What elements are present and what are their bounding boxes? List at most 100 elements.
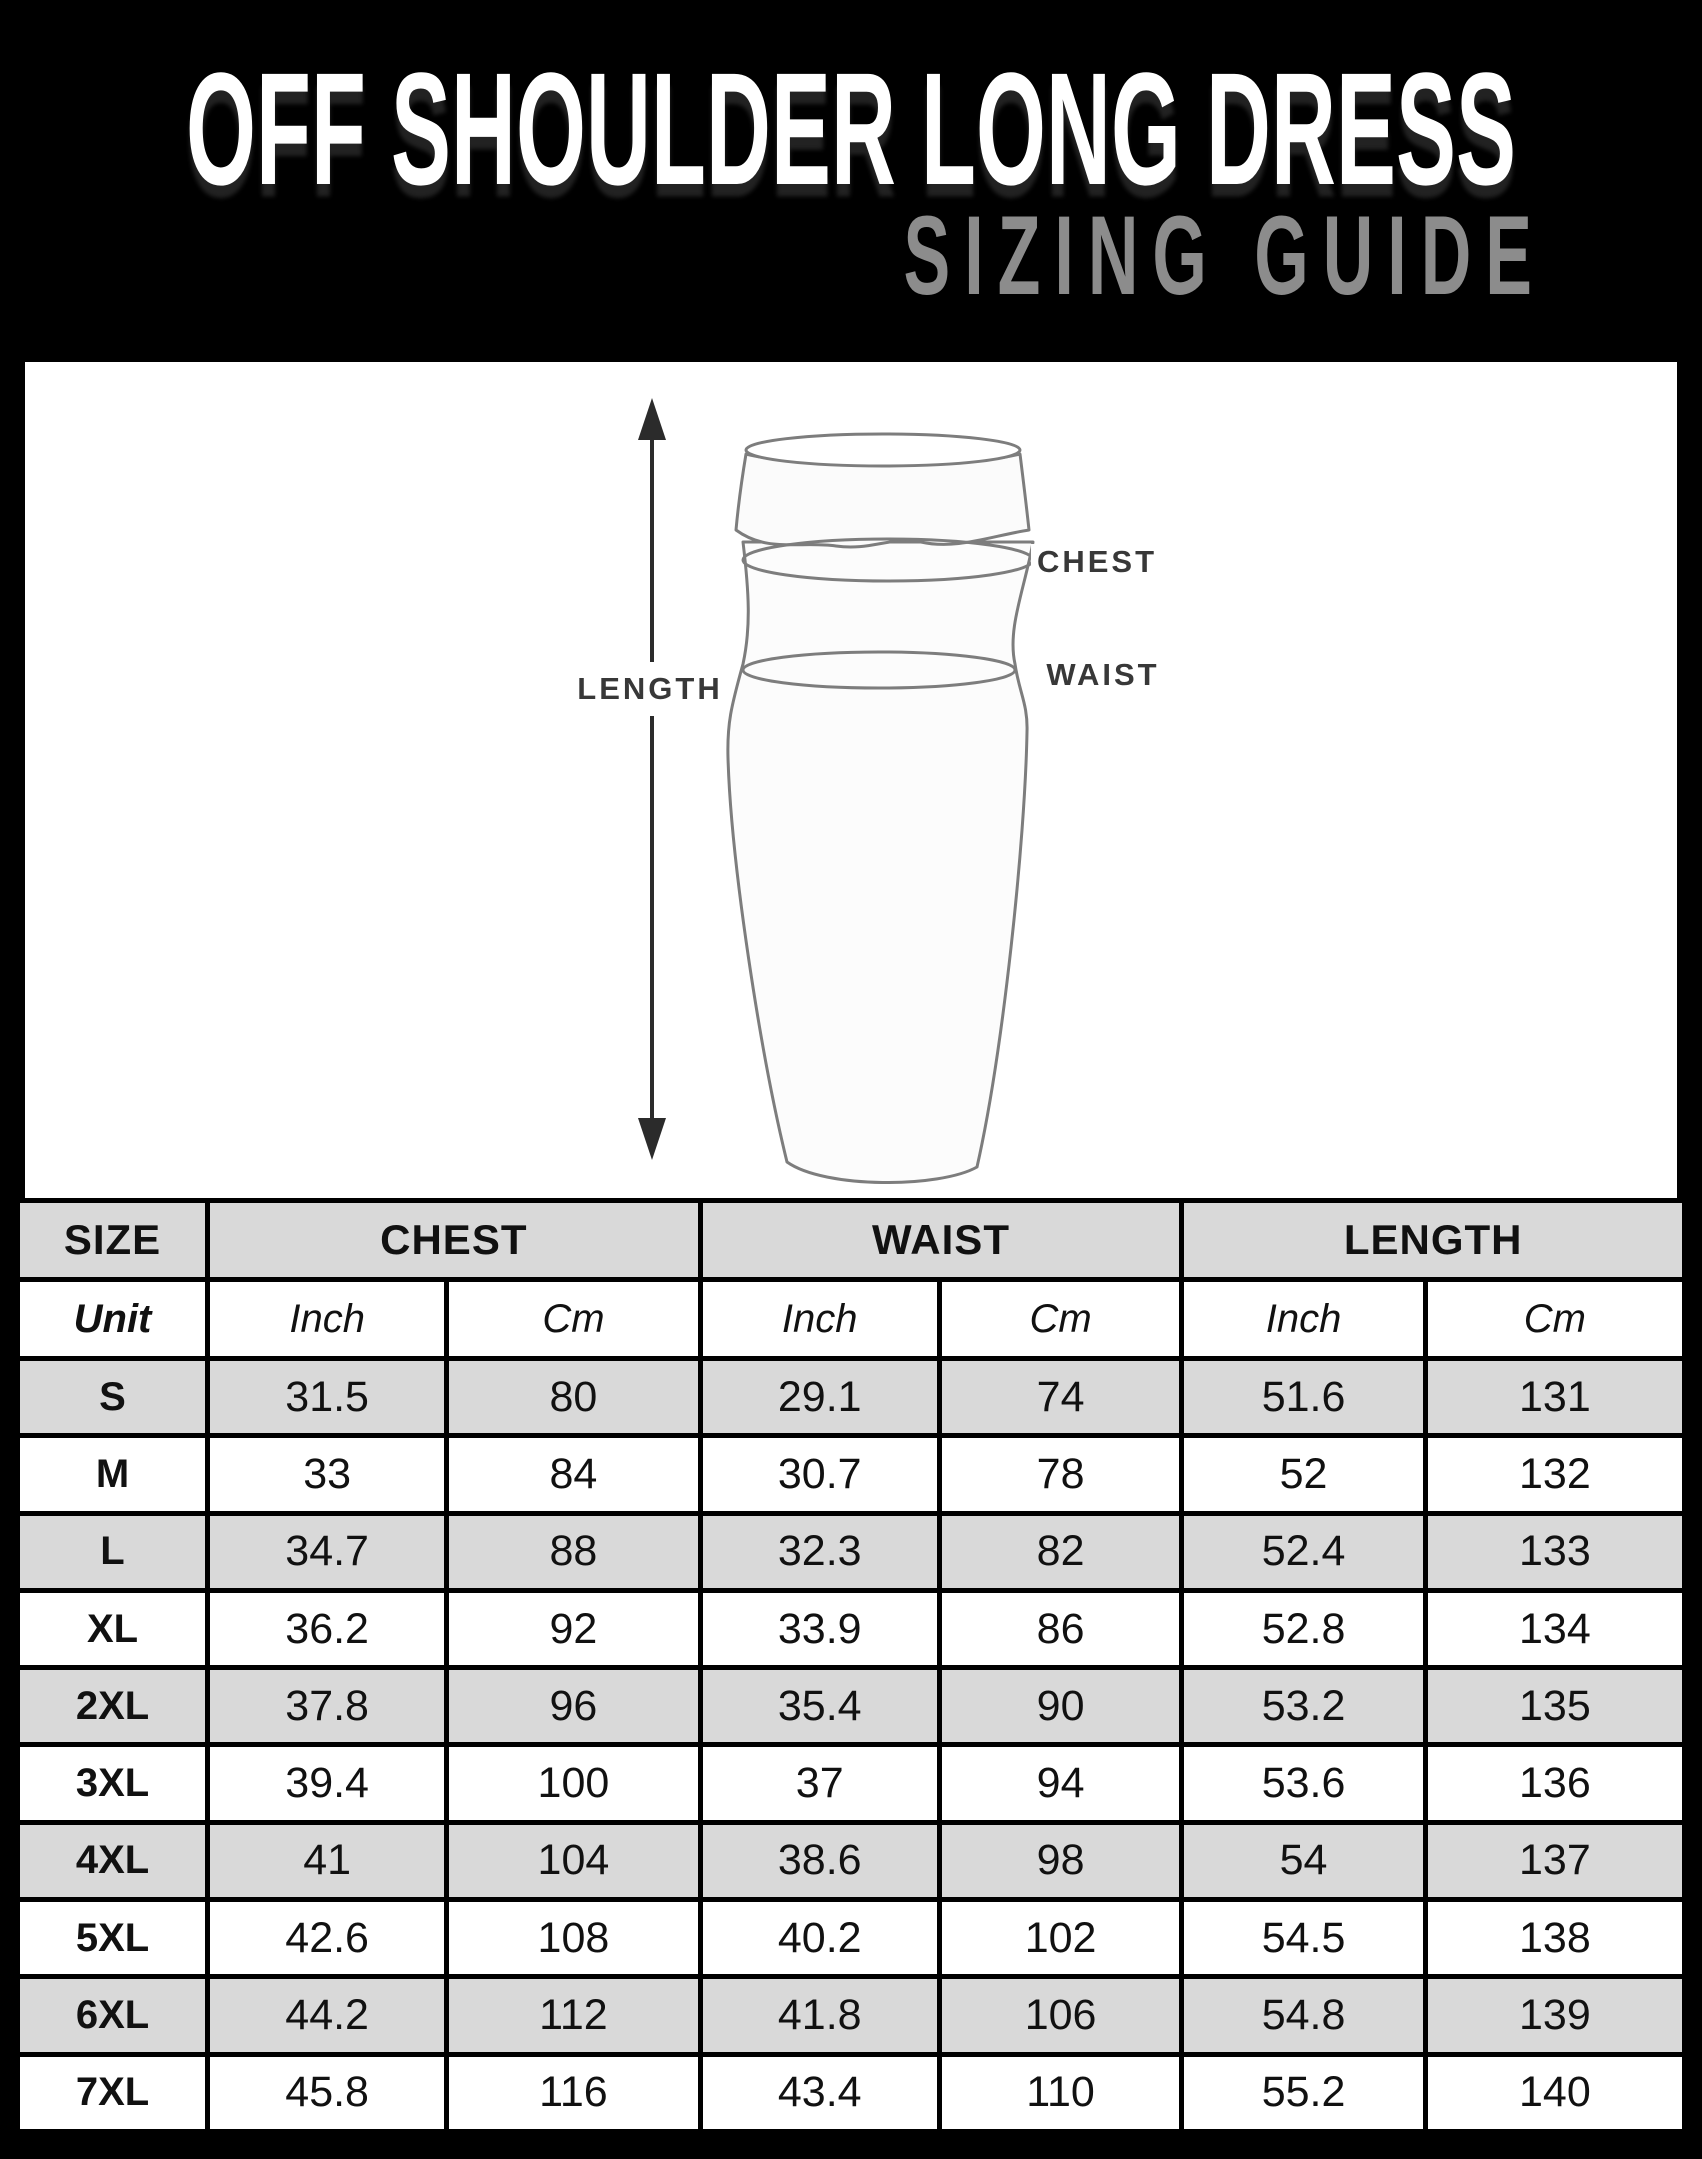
- dress-illustration: [638, 398, 1035, 1185]
- measurement-cell: 104: [444, 1819, 703, 1903]
- measurement-cell: 132: [1422, 1433, 1688, 1516]
- dress-body-shape: [726, 540, 1035, 1185]
- size-cell: 4XL: [14, 1819, 211, 1903]
- group-header-size: SIZE: [14, 1198, 211, 1282]
- unit-cell: Inch: [1179, 1277, 1428, 1361]
- measurement-cell: 33.9: [697, 1587, 942, 1671]
- unit-cell: Cm: [936, 1277, 1185, 1361]
- measurement-cell: 102: [936, 1897, 1185, 1980]
- measurement-cell: 45.8: [205, 2051, 450, 2135]
- measurement-cell: 106: [936, 1974, 1185, 2057]
- subtitle-row: SIZING GUIDE: [0, 197, 1532, 314]
- measurement-cell: 37: [697, 1742, 942, 1825]
- measurement-cell: 134: [1422, 1587, 1688, 1671]
- measurement-cell: 80: [444, 1355, 703, 1439]
- measurement-cell: 32.3: [697, 1510, 942, 1593]
- measurement-cell: 110: [936, 2051, 1185, 2135]
- measurement-cell: 78: [936, 1433, 1185, 1516]
- unit-row-label: Unit: [14, 1277, 211, 1361]
- measurement-cell: 133: [1422, 1510, 1688, 1593]
- unit-cell: Cm: [444, 1277, 703, 1361]
- arrowhead-up: [638, 398, 666, 440]
- measurement-cell: 52: [1179, 1433, 1428, 1516]
- measurement-cell: 42.6: [205, 1897, 450, 1980]
- measurement-cell: 35.4: [697, 1665, 942, 1748]
- neckline-ellipse: [744, 432, 1022, 468]
- size-row-xl: XL 36.2 92 33.9 86 52.8 134: [14, 1587, 1688, 1671]
- size-row-6xl: 6XL 44.2 112 41.8 106 54.8 139: [14, 1974, 1688, 2057]
- length-arrow: [638, 398, 666, 1160]
- size-cell: 2XL: [14, 1665, 211, 1748]
- measurement-cell: 131: [1422, 1355, 1688, 1439]
- size-cell: S: [14, 1355, 211, 1439]
- measurement-cell: 96: [444, 1665, 703, 1748]
- measurement-cell: 53.2: [1179, 1665, 1428, 1748]
- measurement-cell: 74: [936, 1355, 1185, 1439]
- measurement-cell: 41.8: [697, 1974, 942, 2057]
- measurement-cell: 53.6: [1179, 1742, 1428, 1825]
- size-cell: M: [14, 1433, 211, 1516]
- size-cell: XL: [14, 1587, 211, 1671]
- size-row-3xl: 3XL 39.4 100 37 94 53.6 136: [14, 1742, 1688, 1825]
- measurement-cell: 90: [936, 1665, 1185, 1748]
- measurement-cell: 52.4: [1179, 1510, 1428, 1593]
- size-row-7xl: 7XL 45.8 116 43.4 110 55.2 140: [14, 2051, 1688, 2135]
- measurement-cell: 39.4: [205, 1742, 450, 1825]
- measurement-cell: 92: [444, 1587, 703, 1671]
- measurement-cell: 88: [444, 1510, 703, 1593]
- measurement-cell: 33: [205, 1433, 450, 1516]
- waist-label: WAIST: [1040, 657, 1166, 693]
- measurement-cell: 136: [1422, 1742, 1688, 1825]
- measurement-cell: 116: [444, 2051, 703, 2135]
- size-cell: 3XL: [14, 1742, 211, 1825]
- measurement-cell: 100: [444, 1742, 703, 1825]
- size-row-4xl: 4XL 41 104 38.6 98 54 137: [14, 1819, 1688, 1903]
- measurement-cell: 82: [936, 1510, 1185, 1593]
- table-unit-row: Unit Inch Cm Inch Cm Inch Cm: [14, 1277, 1688, 1361]
- size-table: SIZE CHEST WAIST LENGTH Unit Inch Cm Inch Cm Inc…: [14, 1198, 1688, 2135]
- measurement-cell: 40.2: [697, 1897, 942, 1980]
- unit-cell: Inch: [205, 1277, 450, 1361]
- size-row-m: M 33 84 30.7 78 52 132: [14, 1433, 1688, 1516]
- measurement-cell: 86: [936, 1587, 1185, 1671]
- measurement-cell: 41: [205, 1819, 450, 1903]
- measurement-cell: 139: [1422, 1974, 1688, 2057]
- measurement-cell: 38.6: [697, 1819, 942, 1903]
- measurement-cell: 44.2: [205, 1974, 450, 2057]
- size-cell: L: [14, 1510, 211, 1593]
- measurement-cell: 30.7: [697, 1433, 942, 1516]
- size-row-5xl: 5XL 42.6 108 40.2 102 54.5 138: [14, 1897, 1688, 1980]
- measurement-cell: 54.5: [1179, 1897, 1428, 1980]
- measurement-cell: 94: [936, 1742, 1185, 1825]
- size-row-l: L 34.7 88 32.3 82 52.4 133: [14, 1510, 1688, 1593]
- waist-measure-ellipse: [741, 650, 1017, 690]
- measurement-cell: 43.4: [697, 2051, 942, 2135]
- measurement-cell: 138: [1422, 1897, 1688, 1980]
- measurement-cell: 54.8: [1179, 1974, 1428, 2057]
- table-group-header-row: SIZE CHEST WAIST LENGTH: [14, 1198, 1687, 1282]
- measurement-cell: 36.2: [205, 1587, 450, 1671]
- size-cell: 6XL: [14, 1974, 211, 2057]
- unit-cell: Cm: [1422, 1277, 1688, 1361]
- measurement-cell: 135: [1422, 1665, 1688, 1748]
- size-cell: 7XL: [14, 2051, 211, 2135]
- group-header-chest: CHEST: [205, 1198, 703, 1282]
- page-title: OFF SHOULDER LONG DRESS: [185, 41, 1517, 220]
- measurement-cell: 37.8: [205, 1665, 450, 1748]
- length-label: LENGTH: [571, 671, 729, 707]
- chest-label: CHEST: [1030, 544, 1164, 580]
- group-header-length: LENGTH: [1179, 1198, 1687, 1282]
- measurement-diagram-panel: LENGTH CHEST WAIST: [25, 362, 1677, 1198]
- measurement-cell: 112: [444, 1974, 703, 2057]
- size-cell: 5XL: [14, 1897, 211, 1980]
- dress-band-shape: [734, 432, 1031, 549]
- measurement-cell: 84: [444, 1433, 703, 1516]
- measurement-cell: 137: [1422, 1819, 1688, 1903]
- measurement-cell: 98: [936, 1819, 1185, 1903]
- measurement-cell: 51.6: [1179, 1355, 1428, 1439]
- size-row-s: S 31.5 80 29.1 74 51.6 131: [14, 1355, 1688, 1439]
- unit-cell: Inch: [697, 1277, 942, 1361]
- group-header-waist: WAIST: [697, 1198, 1185, 1282]
- page-subtitle: SIZING GUIDE: [903, 193, 1546, 318]
- measurement-cell: 140: [1422, 2051, 1688, 2135]
